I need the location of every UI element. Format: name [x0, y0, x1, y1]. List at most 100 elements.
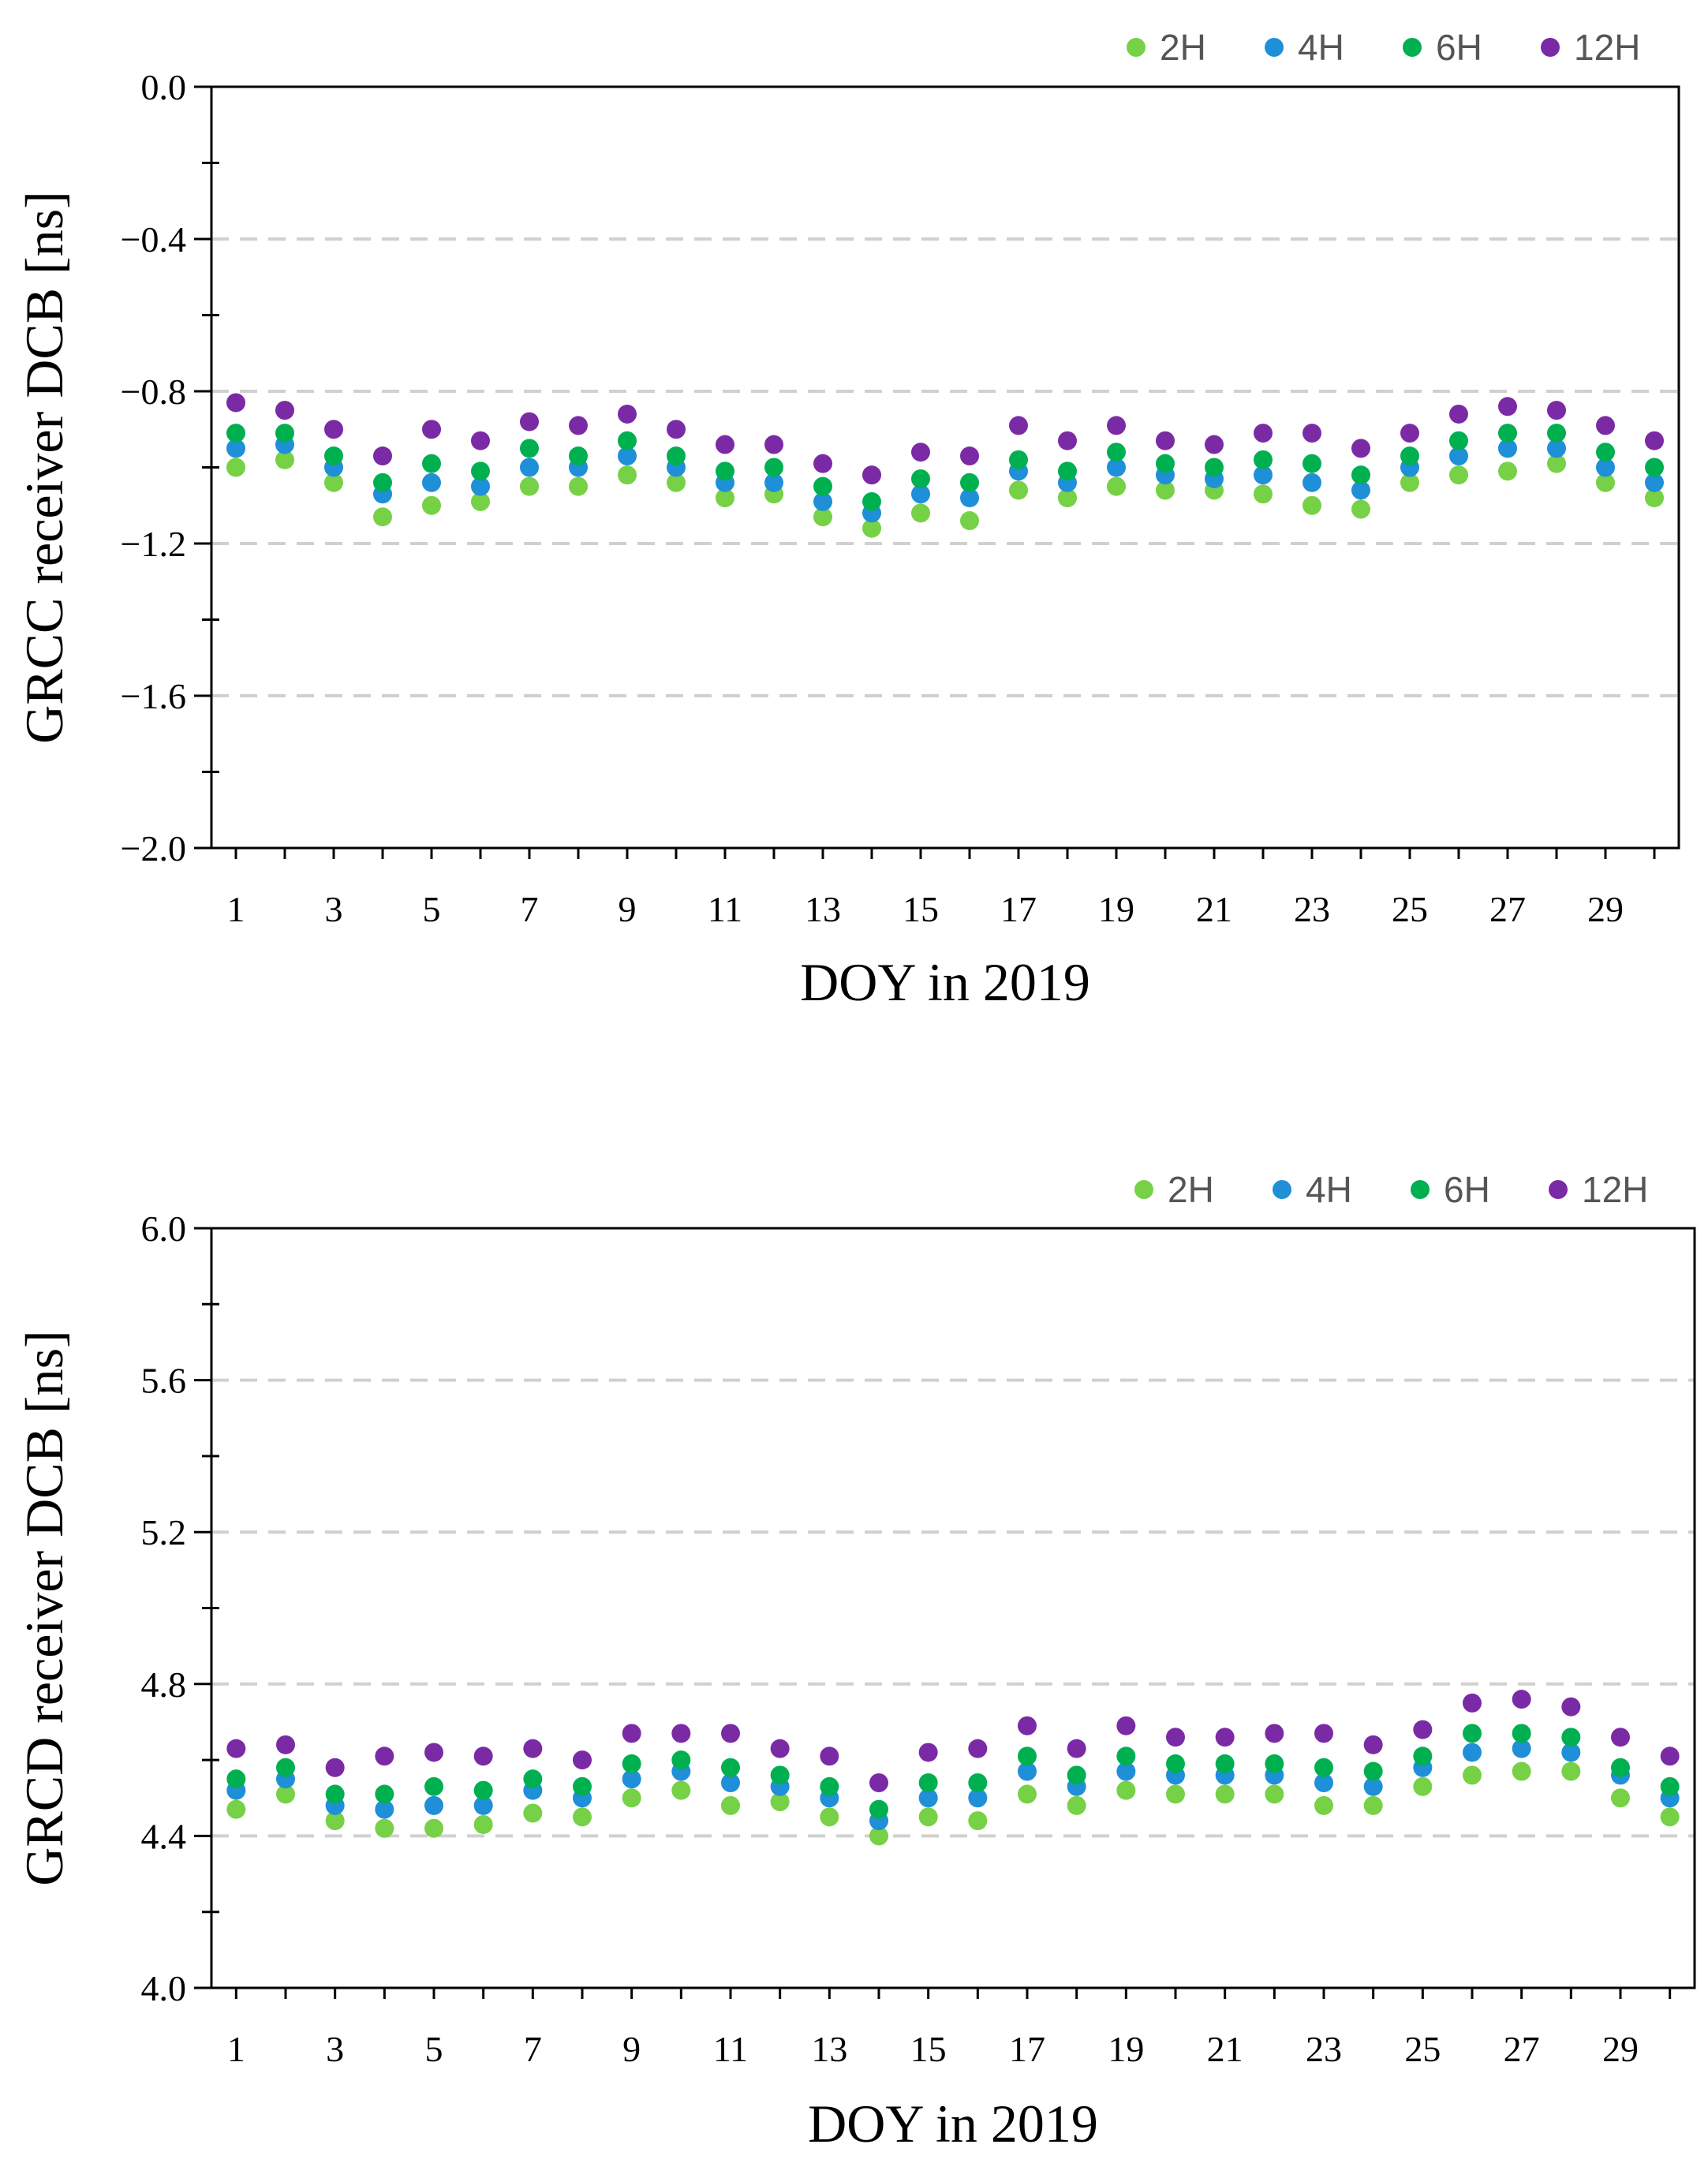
point-2H-doy8: [569, 476, 588, 496]
point-4H-doy28: [1547, 439, 1566, 458]
point-6H-doy30: [1660, 1776, 1680, 1796]
y-tick-label: 4.0: [141, 1968, 187, 2008]
point-6H-doy6: [473, 1780, 493, 1800]
point-6H-doy7: [520, 439, 539, 458]
point-6H-doy22: [1254, 450, 1273, 469]
point-12H-doy29: [1611, 1728, 1630, 1747]
x-tick-label: 17: [1009, 2029, 1045, 2069]
point-12H-doy12: [770, 1739, 790, 1758]
point-2H-doy3: [324, 473, 343, 492]
point-6H-doy7: [523, 1769, 543, 1789]
point-2H-doy18: [1067, 1795, 1086, 1815]
point-2H-doy5: [424, 1818, 443, 1838]
y-tick-label: −0.8: [121, 372, 186, 412]
legend: 2H 4H 6H 12H: [1127, 27, 1640, 68]
point-4H-doy23: [1314, 1773, 1333, 1792]
point-12H-doy21: [1215, 1728, 1235, 1747]
point-4H-doy9: [622, 1769, 641, 1789]
y-tick-label: −0.4: [121, 219, 186, 260]
point-6H-doy22: [1265, 1754, 1284, 1773]
legend-marker-2H: [1134, 1180, 1153, 1199]
legend-label-4H: 4H: [1306, 1169, 1352, 1210]
point-6H-doy24: [1351, 465, 1370, 485]
point-2H-doy17: [1009, 480, 1028, 500]
x-axis-title: DOY in 2019: [800, 952, 1090, 1012]
point-12H-doy14: [869, 1773, 888, 1792]
point-12H-doy6: [473, 1746, 493, 1766]
y-tick-label: 5.6: [141, 1361, 187, 1401]
point-2H-doy8: [573, 1807, 592, 1827]
series-6H: [226, 424, 1664, 511]
point-4H-doy6: [473, 1795, 493, 1815]
point-6H-doy24: [1363, 1761, 1383, 1781]
point-6H-doy13: [820, 1776, 839, 1796]
point-2H-doy27: [1498, 461, 1517, 481]
point-12H-doy7: [523, 1739, 543, 1758]
point-6H-doy21: [1215, 1754, 1235, 1773]
point-2H-doy13: [820, 1807, 839, 1827]
legend-marker-2H: [1127, 38, 1146, 57]
point-2H-doy7: [523, 1803, 543, 1823]
point-4H-doy12: [764, 473, 783, 492]
series-4H: [226, 435, 1664, 523]
x-tick-label: 1: [227, 889, 245, 929]
x-tick-label: 9: [619, 889, 637, 929]
x-tick-label: 5: [423, 889, 441, 929]
point-2H-doy27: [1512, 1761, 1531, 1781]
point-4H-doy11: [721, 1773, 740, 1792]
point-2H-doy20: [1156, 480, 1175, 500]
point-4H-doy13: [813, 491, 832, 511]
series-4H: [226, 1739, 1680, 1831]
point-4H-doy15: [918, 1788, 938, 1808]
point-6H-doy25: [1400, 446, 1419, 466]
x-tick-label: 29: [1587, 889, 1624, 929]
point-12H-doy18: [1067, 1739, 1086, 1758]
point-12H-doy26: [1449, 404, 1468, 424]
x-tick-label: 13: [811, 2029, 847, 2069]
point-4H-doy16: [968, 1788, 988, 1808]
point-6H-doy17: [1009, 450, 1028, 469]
point-2H-doy2: [275, 450, 294, 469]
point-4H-doy24: [1351, 480, 1370, 500]
point-6H-doy10: [667, 446, 686, 466]
point-6H-doy18: [1058, 461, 1077, 481]
point-4H-doy22: [1254, 465, 1273, 485]
y-tick-label: −2.0: [121, 828, 186, 869]
point-2H-doy3: [325, 1811, 345, 1831]
y-axis-title: GRCD receiver DCB [ns]: [14, 1330, 74, 1885]
point-4H-doy4: [375, 1799, 394, 1819]
point-6H-doy5: [422, 454, 441, 473]
x-tick-label: 5: [425, 2029, 443, 2069]
point-12H-doy13: [820, 1746, 839, 1766]
point-6H-doy14: [869, 1799, 888, 1819]
point-4H-doy7: [520, 458, 539, 477]
x-tick-label: 3: [325, 889, 343, 929]
legend-label-4H: 4H: [1298, 27, 1344, 68]
point-4H-doy9: [618, 446, 637, 466]
point-2H-doy16: [968, 1811, 988, 1831]
point-12H-doy6: [471, 431, 490, 450]
point-4H-doy19: [1116, 1761, 1136, 1781]
legend-label-12H: 12H: [1582, 1169, 1648, 1210]
y-tick-label: 4.4: [141, 1816, 187, 1856]
point-6H-doy26: [1449, 431, 1468, 450]
point-6H-doy18: [1067, 1765, 1086, 1785]
point-2H-doy23: [1302, 495, 1321, 515]
point-6H-doy9: [622, 1754, 641, 1773]
point-6H-doy1: [226, 1769, 246, 1789]
point-6H-doy8: [573, 1776, 592, 1796]
point-6H-doy12: [770, 1765, 790, 1785]
point-6H-doy8: [569, 446, 588, 466]
point-4H-doy15: [911, 484, 930, 504]
point-6H-doy27: [1498, 424, 1517, 443]
x-tick-label: 19: [1098, 889, 1134, 929]
point-6H-doy2: [276, 1758, 295, 1777]
y-tick-label: 6.0: [141, 1209, 187, 1249]
point-12H-doy27: [1498, 397, 1517, 417]
point-2H-doy11: [716, 488, 734, 508]
point-2H-doy28: [1547, 454, 1566, 473]
x-tick-label: 15: [903, 889, 939, 929]
point-12H-doy1: [226, 1739, 246, 1758]
y-tick-label: −1.2: [121, 524, 186, 564]
point-2H-doy23: [1314, 1795, 1333, 1815]
